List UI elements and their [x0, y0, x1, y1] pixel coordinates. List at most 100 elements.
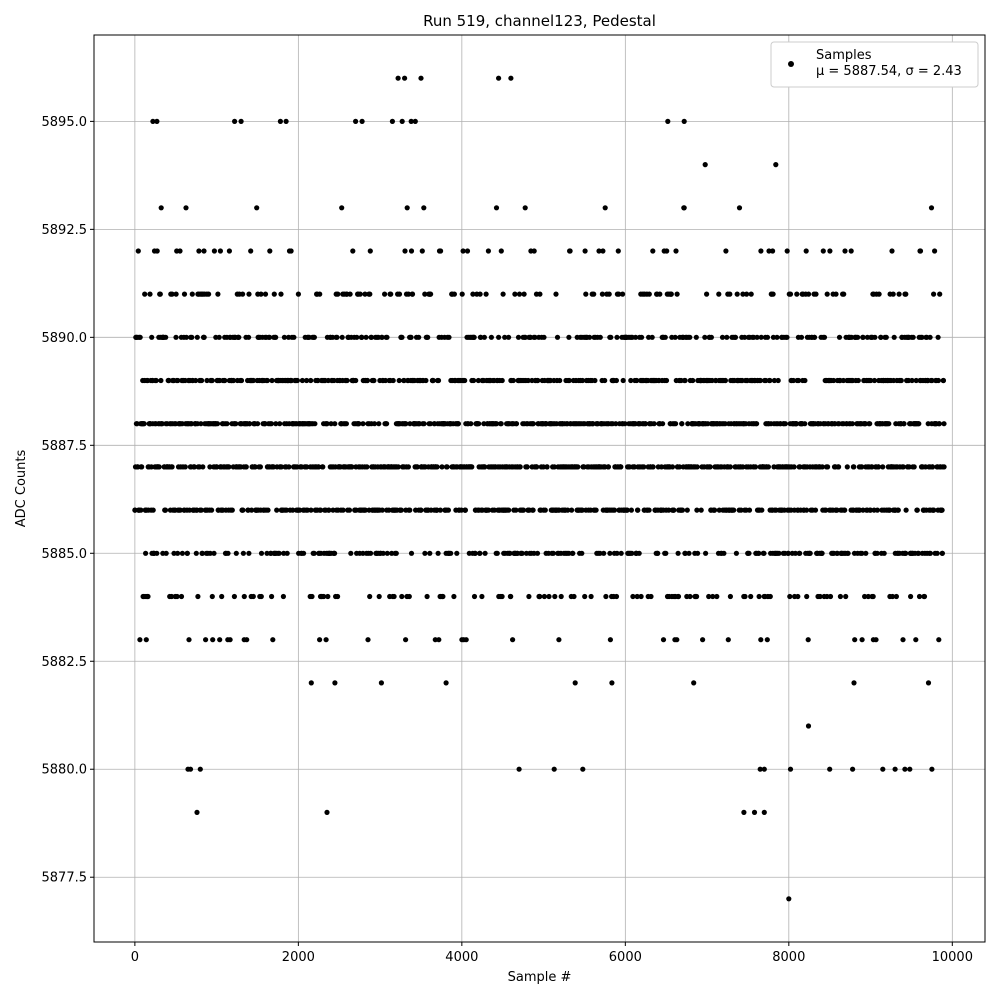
data-point: [599, 291, 606, 297]
data-point: [927, 334, 933, 340]
data-point: [662, 334, 668, 340]
data-point: [756, 550, 762, 556]
data-point: [588, 593, 594, 600]
data-point: [425, 334, 431, 340]
data-point: [462, 507, 468, 513]
data-point: [641, 464, 647, 470]
data-point: [488, 334, 494, 340]
data-point: [240, 550, 246, 556]
data-point: [668, 291, 674, 297]
data-point: [587, 334, 593, 340]
data-point: [460, 248, 466, 254]
data-point: [316, 464, 322, 470]
data-point: [761, 550, 767, 556]
data-point: [485, 248, 491, 254]
data-point: [399, 593, 405, 600]
data-point: [451, 593, 457, 600]
data-point: [277, 421, 283, 427]
data-point: [797, 550, 803, 556]
data-point: [592, 377, 598, 384]
data-point: [496, 334, 502, 340]
data-point: [775, 377, 781, 384]
data-point: [751, 809, 758, 816]
data-point: [317, 637, 323, 643]
data-point: [395, 464, 401, 470]
data-point: [684, 507, 690, 513]
data-point: [690, 377, 696, 384]
data-point: [724, 334, 730, 340]
data-point: [565, 507, 571, 513]
data-point: [498, 421, 504, 427]
data-point: [353, 377, 359, 384]
data-point: [703, 550, 709, 556]
data-point: [633, 334, 639, 340]
data-point: [646, 507, 652, 513]
data-point: [334, 334, 340, 340]
x-tick-label: 6000: [609, 950, 642, 965]
data-point: [454, 550, 460, 556]
data-point: [931, 507, 937, 513]
data-point: [469, 464, 475, 470]
data-point: [727, 464, 733, 470]
data-point: [714, 593, 720, 600]
data-point: [174, 593, 180, 600]
data-point: [741, 809, 747, 816]
data-point: [365, 637, 371, 643]
data-point: [309, 593, 315, 600]
data-point: [522, 205, 528, 211]
data-point: [851, 464, 857, 470]
legend-label-samples: Samples: [816, 48, 872, 63]
data-point: [267, 334, 273, 340]
data-point: [880, 766, 886, 772]
data-point: [716, 291, 722, 297]
data-point: [660, 421, 666, 427]
data-point: [524, 464, 530, 470]
data-point: [675, 593, 682, 600]
data-point: [883, 334, 889, 340]
data-point: [470, 291, 476, 297]
data-point: [685, 421, 691, 427]
data-point: [459, 291, 465, 297]
data-point: [618, 464, 624, 470]
data-point: [359, 334, 365, 340]
data-point: [892, 766, 898, 772]
data-point: [738, 507, 744, 513]
plot-frame: [93, 34, 986, 943]
data-point: [198, 421, 204, 427]
data-point: [513, 421, 520, 427]
data-point: [867, 421, 873, 427]
data-point: [909, 377, 915, 384]
data-point: [812, 507, 819, 513]
data-point: [367, 291, 373, 297]
data-point: [521, 291, 527, 297]
data-point: [222, 377, 228, 384]
data-point: [831, 377, 837, 384]
data-point: [137, 637, 143, 643]
data-point: [916, 421, 922, 427]
data-point: [889, 593, 896, 600]
y-tick-label: 5877.5: [42, 871, 88, 886]
data-point: [859, 464, 865, 470]
data-point: [311, 550, 317, 556]
data-point: [896, 291, 902, 297]
data-point: [232, 118, 238, 124]
data-point: [663, 377, 670, 384]
data-point: [736, 205, 743, 211]
data-point: [200, 464, 206, 470]
x-tick-label: 10000: [932, 950, 973, 965]
data-point: [482, 464, 488, 470]
data-point: [914, 507, 920, 513]
grid-lines: [94, 35, 985, 942]
data-point: [550, 550, 556, 556]
data-point: [240, 291, 246, 297]
data-point: [364, 464, 370, 470]
data-point: [405, 291, 412, 297]
data-point: [393, 550, 399, 556]
data-point: [786, 896, 792, 902]
data-point: [566, 550, 572, 556]
data-point: [183, 205, 189, 211]
data-point: [517, 464, 523, 470]
data-point: [537, 291, 543, 297]
data-point: [630, 593, 636, 600]
data-point: [869, 464, 875, 470]
